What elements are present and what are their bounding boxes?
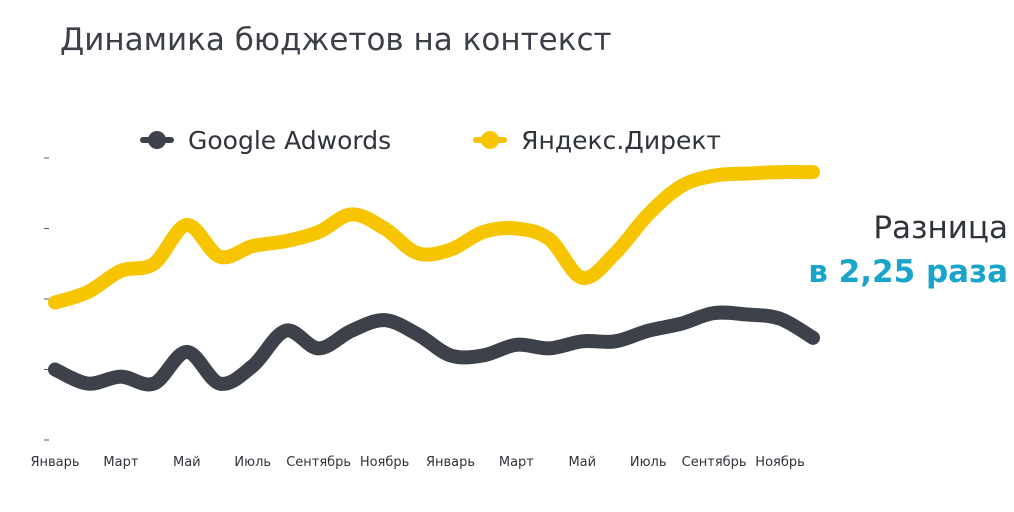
data-point-google-15: [544, 343, 555, 354]
data-point-google-2: [115, 371, 126, 382]
data-point-google-22: [775, 313, 786, 324]
data-point-yandex-20: [709, 170, 720, 181]
x-tick-label: Май: [173, 455, 201, 470]
data-point-yandex-4: [181, 219, 192, 230]
x-tick-label: Январь: [30, 455, 79, 470]
data-point-yandex-13: [478, 227, 489, 238]
legend-label-yandex: Яндекс.Директ: [521, 125, 721, 155]
data-point-google-12: [445, 350, 456, 361]
data-point-yandex-9: [346, 209, 357, 220]
data-point-google-13: [478, 350, 489, 361]
series-line-yandex: [48, 165, 820, 310]
data-point-yandex-7: [280, 236, 291, 247]
data-point-yandex-18: [643, 209, 654, 220]
data-point-google-23: [808, 332, 818, 343]
x-tick-label: Май: [568, 455, 596, 470]
data-point-yandex-3: [148, 258, 159, 269]
data-point-google-4: [181, 346, 192, 357]
data-point-google-0: [50, 364, 60, 375]
series-line-google: [48, 305, 820, 392]
data-point-google-7: [280, 325, 291, 336]
x-tick-label: Сентябрь: [682, 455, 747, 470]
data-point-google-9: [346, 325, 357, 336]
x-tick-label: Март: [499, 455, 534, 470]
data-point-google-17: [610, 336, 621, 347]
data-point-yandex-22: [775, 167, 786, 178]
data-point-google-18: [643, 325, 654, 336]
data-point-google-14: [511, 339, 522, 350]
data-point-google-10: [379, 315, 390, 326]
legend-item-google: Google Adwords: [140, 126, 391, 155]
legend-marker-yandex-icon: [473, 128, 508, 152]
data-point-yandex-19: [676, 181, 687, 192]
data-point-yandex-21: [742, 168, 753, 179]
chart-title: Динамика бюджетов на контекст: [60, 22, 612, 58]
x-tick-label: Июль: [234, 455, 271, 470]
legend: Google Adwords Яндекс.Директ: [140, 122, 803, 158]
data-point-yandex-2: [115, 265, 126, 276]
data-point-yandex-5: [214, 251, 225, 262]
annotation-line-1: Разница: [873, 210, 1008, 246]
data-point-yandex-23: [808, 167, 818, 178]
data-point-yandex-12: [445, 244, 456, 255]
x-tick-label: Март: [103, 455, 138, 470]
data-point-yandex-8: [313, 227, 324, 238]
x-tick-label: Январь: [426, 455, 475, 470]
legend-label-google: Google Adwords: [188, 125, 392, 155]
data-point-google-3: [148, 378, 159, 389]
data-point-google-19: [676, 318, 687, 329]
data-point-yandex-10: [379, 223, 390, 234]
data-point-yandex-0: [50, 297, 60, 308]
data-point-yandex-14: [511, 223, 522, 234]
data-point-yandex-1: [82, 286, 93, 297]
x-tick-label: Ноябрь: [360, 455, 409, 470]
data-point-google-6: [247, 360, 258, 371]
data-point-google-11: [412, 329, 423, 340]
data-point-yandex-17: [610, 248, 621, 259]
data-point-google-5: [214, 378, 225, 389]
x-tick-label: Ноябрь: [755, 455, 804, 470]
annotation-line-2: в 2,25 раза: [808, 254, 1008, 290]
data-point-yandex-16: [577, 272, 588, 283]
difference-annotation: Разница в 2,25 раза: [808, 206, 1008, 294]
data-point-google-8: [313, 343, 324, 354]
data-point-yandex-11: [412, 248, 423, 259]
data-point-google-1: [82, 378, 93, 389]
x-tick-label: Июль: [630, 455, 667, 470]
x-tick-label: Сентябрь: [286, 455, 351, 470]
data-point-yandex-15: [544, 234, 555, 245]
data-point-google-21: [742, 309, 753, 320]
data-point-yandex-6: [247, 241, 258, 252]
legend-item-yandex: Яндекс.Директ: [473, 126, 721, 155]
legend-marker-google-icon: [140, 128, 174, 152]
data-point-google-20: [709, 308, 720, 319]
data-point-google-16: [577, 336, 588, 347]
